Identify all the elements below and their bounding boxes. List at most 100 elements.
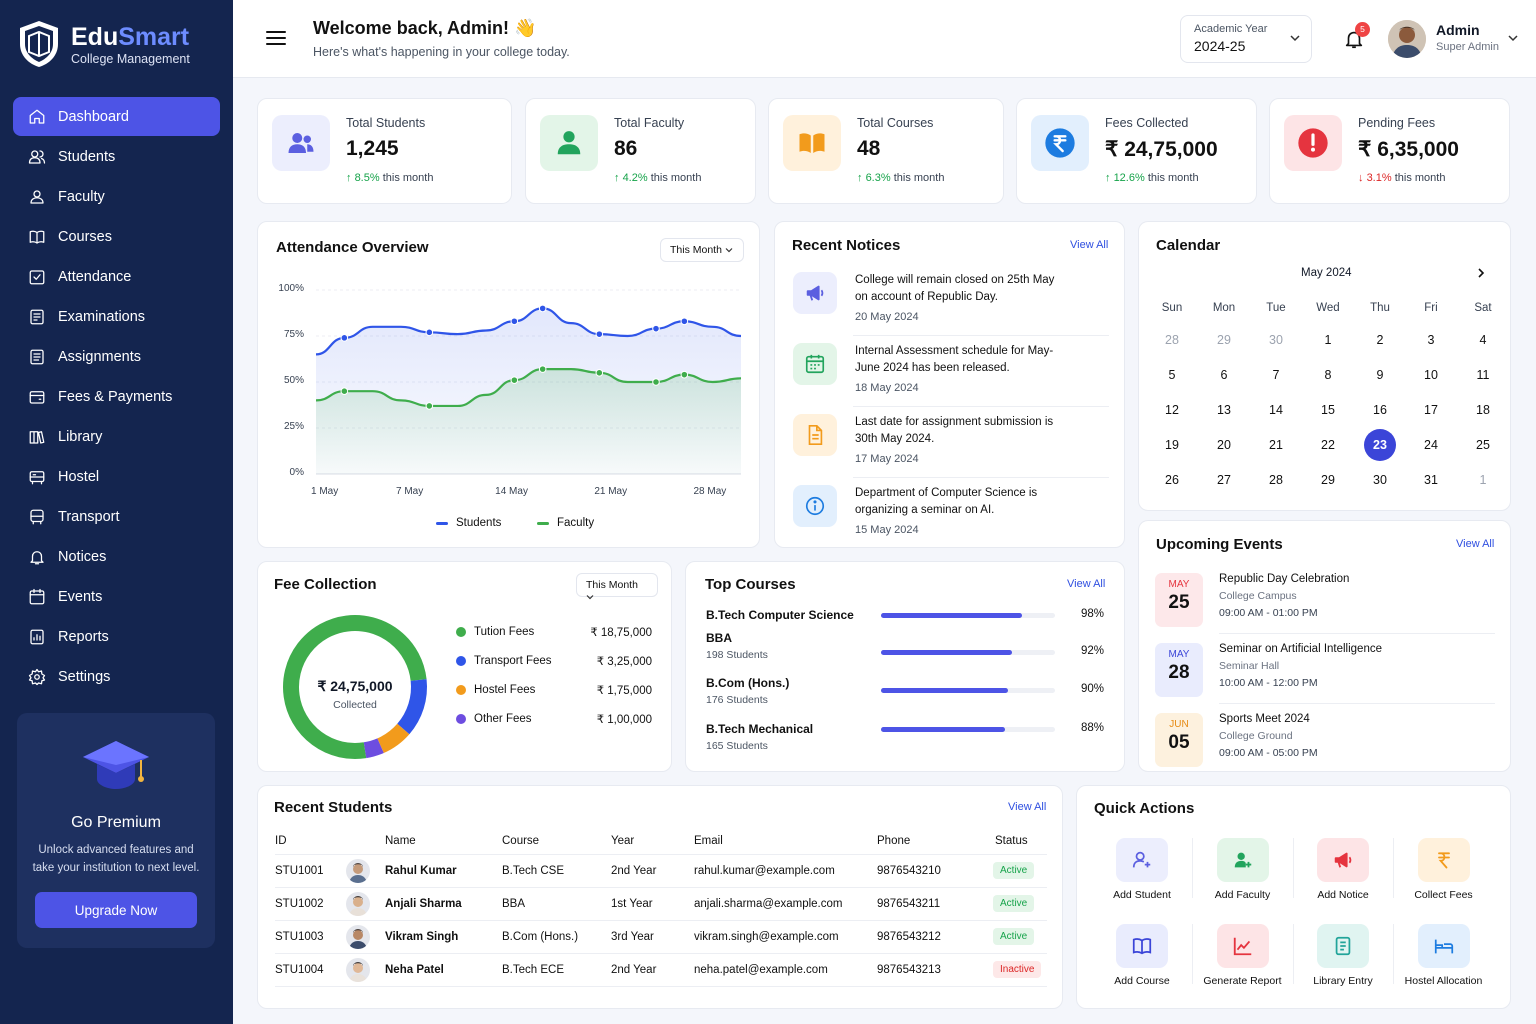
calendar-day[interactable]: 14 bbox=[1269, 403, 1283, 417]
stat-card-pending-fees[interactable]: Pending Fees ₹ 6,35,000 ↓ 3.1% this month bbox=[1269, 98, 1510, 204]
fee-period-select[interactable]: This Month bbox=[576, 573, 658, 600]
calendar-day[interactable]: 28 bbox=[1165, 333, 1179, 347]
courses-view-all-link[interactable]: View All bbox=[1067, 578, 1106, 590]
nav-item-faculty[interactable]: Faculty bbox=[13, 177, 220, 216]
nav-item-courses[interactable]: Courses bbox=[13, 217, 220, 256]
nav-item-settings[interactable]: Settings bbox=[13, 657, 220, 696]
calendar-day[interactable]: 8 bbox=[1324, 368, 1332, 382]
nav-item-events[interactable]: Events bbox=[13, 577, 220, 616]
course-item[interactable]: B.Tech Mechanical 165 Students 88% bbox=[706, 722, 1106, 762]
quick-action-add-faculty[interactable]: Add Faculty bbox=[1193, 838, 1293, 901]
calendar-day[interactable]: 27 bbox=[1217, 473, 1231, 487]
calendar-day[interactable]: 25 bbox=[1476, 438, 1490, 452]
nav-item-reports[interactable]: Reports bbox=[13, 617, 220, 656]
calendar-day[interactable]: 18 bbox=[1476, 403, 1490, 417]
calendar-day[interactable]: 30 bbox=[1269, 333, 1283, 347]
calendar-day[interactable]: 15 bbox=[1321, 403, 1335, 417]
chevron-right-icon[interactable] bbox=[1477, 268, 1485, 278]
nav-item-assignments[interactable]: Assignments bbox=[13, 337, 220, 376]
notices-view-all-link[interactable]: View All bbox=[1070, 239, 1109, 251]
calendar-day[interactable]: 28 bbox=[1269, 473, 1283, 487]
quick-action-library-entry[interactable]: Library Entry bbox=[1293, 924, 1393, 987]
stat-card-total-courses[interactable]: Total Courses 48 ↑ 6.3% this month bbox=[768, 98, 1004, 204]
calendar-day[interactable]: 12 bbox=[1165, 403, 1179, 417]
event-item[interactable]: MAY 25 Republic Day Celebration College Cam… bbox=[1155, 573, 1495, 635]
academic-year-select[interactable]: Academic Year 2024-25 bbox=[1180, 15, 1312, 63]
nav-item-hostel[interactable]: Hostel bbox=[13, 457, 220, 496]
calendar-day[interactable]: 24 bbox=[1424, 438, 1438, 452]
notice-item[interactable]: Internal Assessment schedule for May-Jun… bbox=[793, 343, 1111, 397]
nav-item-transport[interactable]: Transport bbox=[13, 497, 220, 536]
calendar-day[interactable]: 19 bbox=[1165, 438, 1179, 452]
calendar-day[interactable]: 16 bbox=[1373, 403, 1387, 417]
quick-action-add-student[interactable]: Add Student bbox=[1092, 838, 1192, 901]
calendar-day[interactable]: 29 bbox=[1217, 333, 1231, 347]
upgrade-now-button[interactable]: Upgrade Now bbox=[35, 892, 197, 928]
nav-item-fees-payments[interactable]: Fees & Payments bbox=[13, 377, 220, 416]
stat-card-total-students[interactable]: Total Students 1,245 ↑ 8.5% this month bbox=[257, 98, 512, 204]
quick-action-collect-fees[interactable]: Collect Fees bbox=[1394, 838, 1494, 901]
calendar-day[interactable]: 30 bbox=[1373, 473, 1387, 487]
quick-action-add-course[interactable]: Add Course bbox=[1092, 924, 1192, 987]
calendar-day[interactable]: 2 bbox=[1376, 333, 1384, 347]
nav-item-examinations[interactable]: Examinations bbox=[13, 297, 220, 336]
user-avatar[interactable] bbox=[1388, 20, 1426, 58]
nav-item-notices[interactable]: Notices bbox=[13, 537, 220, 576]
calendar-day[interactable]: 13 bbox=[1217, 403, 1231, 417]
calendar-day[interactable]: 22 bbox=[1321, 438, 1335, 452]
calendar-day[interactable]: 5 bbox=[1168, 368, 1176, 382]
course-item[interactable]: B.Tech Computer Science 98% bbox=[706, 608, 1106, 648]
nav-item-dashboard[interactable]: Dashboard bbox=[13, 97, 220, 136]
table-row[interactable]: STU1004 Neha Patel B.Tech ECE 2nd Year neha.… bbox=[275, 954, 1047, 987]
event-item[interactable]: MAY 28 Seminar on Artificial Intelligence S… bbox=[1155, 643, 1495, 705]
calendar-day[interactable]: 1 bbox=[1479, 473, 1487, 487]
stat-card-fees-collected[interactable]: Fees Collected ₹ 24,75,000 ↑ 12.6% this mo… bbox=[1016, 98, 1257, 204]
notification-bell-icon[interactable] bbox=[1343, 28, 1365, 50]
calendar-day[interactable]: 4 bbox=[1479, 333, 1487, 347]
table-row[interactable]: STU1003 Vikram Singh B.Com (Hons.) 3rd Year… bbox=[275, 921, 1047, 954]
user-info[interactable]: Admin Super Admin bbox=[1436, 22, 1499, 53]
weekday-label: Wed bbox=[1316, 302, 1340, 314]
event-day: 05 bbox=[1168, 732, 1190, 753]
notice-text: Internal Assessment schedule for May-Jun… bbox=[855, 345, 1054, 374]
calendar-day[interactable]: 17 bbox=[1424, 403, 1438, 417]
calendar-day[interactable]: 29 bbox=[1321, 473, 1335, 487]
academic-year-value: 2024-25 bbox=[1194, 38, 1246, 54]
menu-icon[interactable] bbox=[266, 30, 286, 46]
calendar-day[interactable]: 6 bbox=[1220, 368, 1228, 382]
attendance-period-select[interactable]: This Month bbox=[660, 238, 744, 262]
calendar-day[interactable]: 9 bbox=[1376, 368, 1384, 382]
nav-item-library[interactable]: Library bbox=[13, 417, 220, 456]
nav-item-students[interactable]: Students bbox=[13, 137, 220, 176]
notice-item[interactable]: Last date for assignment submission is 3… bbox=[793, 414, 1111, 468]
calendar-day[interactable]: 26 bbox=[1165, 473, 1179, 487]
students-view-all-link[interactable]: View All bbox=[1008, 801, 1047, 813]
calendar-day[interactable]: 20 bbox=[1217, 438, 1231, 452]
quick-action-hostel-allocation[interactable]: Hostel Allocation bbox=[1394, 924, 1494, 987]
table-row[interactable]: STU1001 Rahul Kumar B.Tech CSE 2nd Year rahu… bbox=[275, 855, 1047, 888]
calendar-day[interactable]: 31 bbox=[1424, 473, 1438, 487]
calendar-day-selected[interactable]: 23 bbox=[1364, 429, 1396, 461]
chevron-down-icon[interactable] bbox=[1508, 34, 1518, 42]
quick-action-generate-report[interactable]: Generate Report bbox=[1193, 924, 1293, 987]
calendar-day[interactable]: 3 bbox=[1427, 333, 1435, 347]
calendar-day[interactable]: 10 bbox=[1424, 368, 1438, 382]
nav-item-label: Faculty bbox=[58, 188, 105, 205]
stat-card-total-faculty[interactable]: Total Faculty 86 ↑ 4.2% this month bbox=[525, 98, 756, 204]
event-month: MAY bbox=[1168, 649, 1190, 660]
notice-item[interactable]: College will remain closed on 25th May o… bbox=[793, 272, 1111, 326]
calendar-day[interactable]: 1 bbox=[1324, 333, 1332, 347]
calendar-day[interactable]: 7 bbox=[1272, 368, 1280, 382]
calendar-day[interactable]: 21 bbox=[1269, 438, 1283, 452]
course-item[interactable]: BBA 198 Students 92% bbox=[706, 631, 1106, 671]
brand[interactable]: EduSmart College Management bbox=[18, 20, 190, 68]
table-row[interactable]: STU1002 Anjali Sharma BBA 1st Year anjali.sh… bbox=[275, 888, 1047, 921]
calendar-day[interactable]: 11 bbox=[1476, 368, 1490, 382]
events-view-all-link[interactable]: View All bbox=[1456, 538, 1495, 550]
notices-title: Recent Notices bbox=[792, 237, 901, 254]
nav-item-attendance[interactable]: Attendance bbox=[13, 257, 220, 296]
notice-item[interactable]: Department of Computer Science is organi… bbox=[793, 485, 1111, 539]
quick-action-add-notice[interactable]: Add Notice bbox=[1293, 838, 1393, 901]
event-item[interactable]: JUN 05 Sports Meet 2024 College Ground 09:00… bbox=[1155, 713, 1495, 775]
course-item[interactable]: B.Com (Hons.) 176 Students 90% bbox=[706, 676, 1106, 716]
